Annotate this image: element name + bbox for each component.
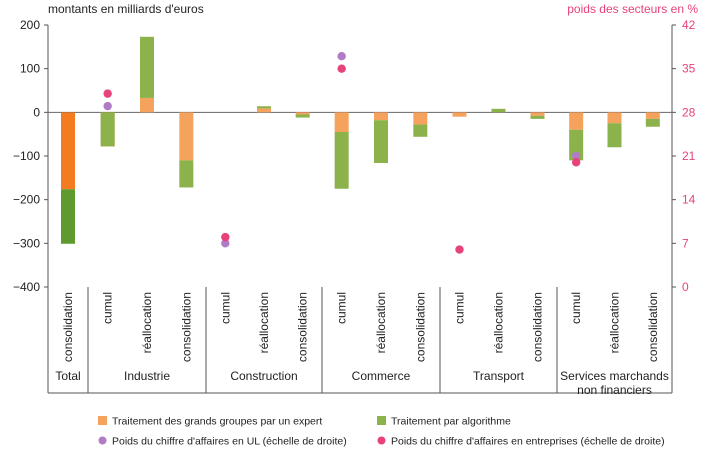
category-label: cumul [335, 292, 349, 324]
right-axis-title: poids des secteurs en % [567, 2, 698, 16]
category-label: réallocation [608, 292, 622, 353]
bar-algorithm [179, 160, 194, 188]
legend-label: Poids du chiffre d'affaires en entrepris… [391, 436, 665, 448]
bar-expert [530, 112, 545, 116]
category-label: réallocation [140, 292, 154, 353]
marker-ul [337, 51, 346, 61]
bar-expert [140, 97, 154, 113]
category-label: réallocation [374, 292, 388, 353]
left-tick-label: −200 [13, 193, 40, 207]
bar-expert [607, 112, 622, 124]
right-tick-label: 0 [682, 280, 689, 294]
legend-swatch [98, 436, 107, 445]
marker-ul [103, 101, 112, 111]
category-label: réallocation [257, 292, 271, 353]
legend-label: Traitement par algorithme [391, 416, 511, 428]
left-tick-label: 0 [33, 105, 40, 119]
category-label: consolidation [61, 292, 75, 362]
category-label: consolidation [179, 292, 193, 362]
bar-algorithm [413, 124, 428, 137]
bars [61, 36, 660, 244]
legend-swatch [377, 436, 386, 445]
right-tick-label: 35 [682, 62, 696, 76]
bar-algorithm [257, 106, 271, 109]
bar-expert [645, 112, 660, 119]
right-tick-label: 28 [682, 105, 696, 119]
bar-expert [179, 112, 194, 161]
bar-algorithm [607, 123, 622, 148]
left-tick-label: 100 [20, 62, 40, 76]
bar-algorithm [530, 115, 545, 119]
legend-label: Traitement des grands groupes par un exp… [112, 416, 322, 428]
left-tick-label: −300 [13, 236, 40, 250]
category-label: consolidation [531, 292, 545, 362]
category-labels: consolidation cumul réallocation consolidat… [55, 292, 669, 397]
category-label: consolidation [646, 292, 660, 362]
right-tick-label: 21 [682, 149, 696, 163]
left-tick-label: −400 [13, 280, 40, 294]
category-label: cumul [218, 292, 232, 324]
bar-expert [295, 112, 310, 115]
right-tick-label: 7 [682, 236, 689, 250]
marker-ul [221, 239, 230, 248]
bar-expert [452, 112, 467, 117]
group-label: Services marchands [560, 369, 669, 383]
group-label: Industrie [124, 369, 170, 383]
bar-algorithm [100, 112, 115, 147]
group-label: Total [55, 369, 80, 383]
left-tick-label: −100 [13, 149, 40, 163]
bar-algorithm [334, 131, 349, 189]
bar-expert [61, 112, 75, 190]
marker-ul [571, 151, 581, 161]
bar-algorithm [491, 108, 506, 113]
marker-entreprises [337, 64, 346, 73]
category-label: cumul [453, 292, 467, 324]
right-tick-label: 42 [682, 18, 696, 32]
right-tick-label: 14 [682, 193, 696, 207]
marker-entreprises [455, 245, 464, 254]
bar-expert [374, 112, 388, 121]
bar-algorithm [61, 189, 75, 244]
bar-algorithm [295, 114, 310, 118]
bar-expert [257, 108, 271, 113]
bar-algorithm [140, 36, 154, 98]
legend: Traitement des grands groupes par un exp… [98, 416, 665, 448]
left-tick-label: 200 [20, 18, 40, 32]
left-axis-title: montants en milliards d'euros [48, 2, 204, 16]
group-label: Commerce [352, 369, 411, 383]
category-label: cumul [101, 292, 115, 324]
category-label: consolidation [413, 292, 427, 362]
bar-expert [569, 112, 584, 130]
legend-swatch [377, 416, 386, 425]
markers [103, 51, 581, 254]
bar-expert [413, 112, 428, 125]
group-label: Construction [230, 369, 297, 383]
marker-entreprises [221, 232, 230, 242]
category-label: cumul [569, 292, 583, 324]
group-label: Transport [473, 369, 525, 383]
marker-entreprises [571, 158, 581, 167]
marker-entreprises [103, 89, 112, 98]
legend-label: Poids du chiffre d'affaires en UL (échel… [112, 436, 347, 448]
category-label: réallocation [492, 292, 506, 353]
group-label: non financiers [577, 383, 652, 397]
category-label: consolidation [296, 292, 310, 362]
bar-algorithm [374, 120, 388, 163]
bar-algorithm [569, 129, 584, 161]
bar-algorithm [645, 118, 660, 127]
bar-expert [334, 112, 349, 132]
axes: 200 100 0 −100 −200 −300 −400 42 35 28 21 14 7 0 [13, 18, 696, 394]
legend-swatch [98, 416, 107, 425]
